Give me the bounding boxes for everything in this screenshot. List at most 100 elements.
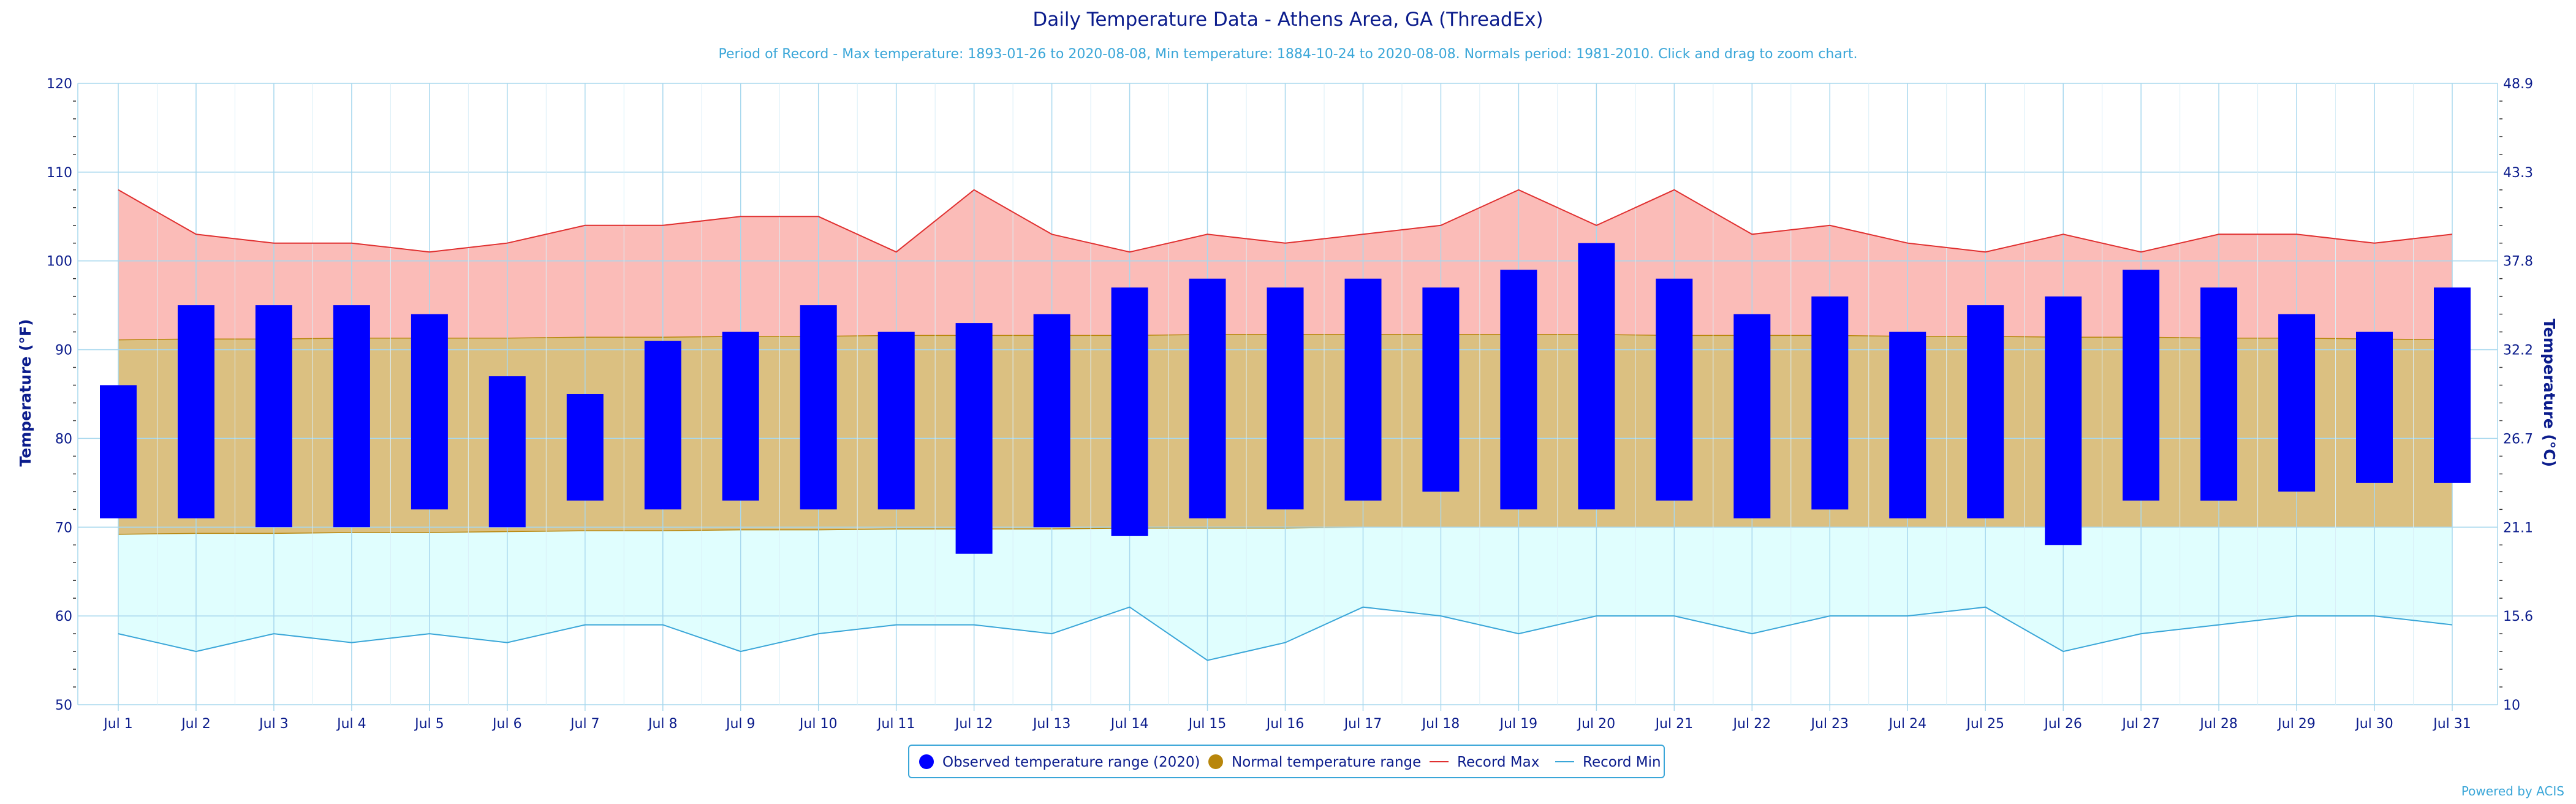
x-tick-label: Jul 1 <box>102 716 133 732</box>
legend-item-record-max[interactable]: Record Max <box>1430 754 1539 770</box>
observed-bar <box>1344 278 1382 501</box>
observed-bars <box>100 243 2471 554</box>
observed-bar <box>800 305 837 510</box>
x-axis-ticks: Jul 1 Jul 2 Jul 3 Jul 4 Jul 5 Jul 6 Jul 7 Jul 8… <box>102 705 2471 732</box>
observed-bar <box>2123 270 2160 501</box>
record-lines <box>118 189 2453 661</box>
legend-label-observed: Observed temperature range (2020) <box>942 754 1200 770</box>
legend[interactable]: Observed temperature range (2020) Normal… <box>908 745 1665 778</box>
legend-item-record-min[interactable]: Record Min <box>1555 754 1661 770</box>
x-tick-label: Jul 5 <box>414 716 444 732</box>
record-min-line <box>118 606 2453 661</box>
observed-bar <box>1733 314 1771 518</box>
x-tick-label: Jul 24 <box>1887 716 1926 732</box>
legend-marker-normal <box>1208 754 1223 769</box>
observed-bar <box>1811 296 1849 510</box>
observed-bar <box>2356 332 2393 483</box>
observed-bar <box>2045 296 2082 545</box>
x-tick-label: Jul 17 <box>1343 716 1382 732</box>
legend-label-normal: Normal temperature range <box>1232 754 1421 770</box>
y-tick-label-left: 60 <box>55 609 72 624</box>
observed-bar <box>1889 332 1926 518</box>
observed-bar <box>1189 278 1226 518</box>
x-tick-label: Jul 26 <box>2043 716 2082 732</box>
observed-bar <box>178 305 214 518</box>
observed-bar <box>1267 287 1304 510</box>
x-tick-label: Jul 28 <box>2199 716 2238 732</box>
x-tick-label: Jul 15 <box>1188 716 1227 732</box>
y-axis-right-ticks: 10 15.6 21.1 26.7 32.2 37.8 43.3 48.9 <box>2503 77 2533 713</box>
credit-text[interactable]: Powered by ACIS <box>2461 784 2564 798</box>
observed-bar <box>1500 270 1537 510</box>
observed-bar <box>1422 287 1460 492</box>
y-axis-left-ticks: 50 60 70 80 90 100 110 120 <box>47 77 72 713</box>
observed-bar <box>333 305 370 528</box>
observed-bar <box>255 305 292 528</box>
y-tick-label-left: 50 <box>55 698 72 713</box>
x-tick-label: Jul 2 <box>180 716 211 732</box>
y-tick-label-right: 10 <box>2503 698 2520 713</box>
observed-bar <box>722 332 759 501</box>
y-tick-label-right: 37.8 <box>2503 254 2533 270</box>
x-tick-label: Jul 8 <box>647 716 678 732</box>
x-tick-label: Jul 6 <box>491 716 522 732</box>
observed-bar <box>644 341 681 510</box>
observed-bar <box>2434 287 2471 483</box>
y-tick-label-left: 70 <box>55 520 72 536</box>
observed-bar <box>1578 243 1615 510</box>
observed-bar <box>566 394 604 501</box>
x-tick-label: Jul 21 <box>1654 716 1694 732</box>
observed-bar <box>411 314 448 510</box>
chart-subtitle: Period of Record - Max temperature: 1893… <box>719 47 1858 62</box>
x-tick-label: Jul 19 <box>1499 716 1538 732</box>
legend-label-record-max: Record Max <box>1457 754 1539 770</box>
x-tick-label: Jul 23 <box>1810 716 1849 732</box>
x-tick-label: Jul 7 <box>569 716 600 732</box>
x-tick-label: Jul 31 <box>2432 716 2471 732</box>
x-tick-label: Jul 20 <box>1577 716 1616 732</box>
observed-bar <box>955 323 993 554</box>
observed-bar <box>877 332 915 510</box>
y-tick-label-right: 43.3 <box>2503 165 2533 181</box>
x-tick-label: Jul 4 <box>336 716 366 732</box>
x-tick-label: Jul 12 <box>954 716 993 732</box>
y-axis-left-title: Temperature (°F) <box>17 319 34 467</box>
y-axis-right-title: Temperature (°C) <box>2540 319 2558 467</box>
x-tick-label: Jul 9 <box>725 716 756 732</box>
y-tick-label-right: 32.2 <box>2503 343 2533 358</box>
x-tick-label: Jul 29 <box>2276 716 2316 732</box>
x-tick-label: Jul 27 <box>2121 716 2160 732</box>
x-tick-label: Jul 14 <box>1110 716 1149 732</box>
chart-title: Daily Temperature Data - Athens Area, GA… <box>1032 9 1543 31</box>
legend-marker-observed <box>919 754 934 769</box>
x-tick-label: Jul 25 <box>1965 716 2004 732</box>
y-tick-label-right: 21.1 <box>2503 520 2533 536</box>
y-tick-label-left: 110 <box>47 165 72 181</box>
x-tick-label: Jul 22 <box>1732 716 1771 732</box>
legend-item-normal[interactable]: Normal temperature range <box>1208 754 1421 770</box>
x-tick-label: Jul 18 <box>1421 716 1460 732</box>
legend-box <box>908 745 1665 778</box>
y-tick-label-left: 120 <box>47 77 72 92</box>
x-tick-label: Jul 11 <box>876 716 915 732</box>
legend-label-record-min: Record Min <box>1583 754 1661 770</box>
observed-bar <box>1967 305 2004 518</box>
x-tick-label: Jul 3 <box>258 716 289 732</box>
y-tick-label-left: 90 <box>55 343 72 358</box>
x-tick-label: Jul 10 <box>798 716 838 732</box>
observed-bar <box>488 376 526 528</box>
y-tick-label-left: 100 <box>47 254 72 270</box>
y-tick-label-right: 26.7 <box>2503 431 2533 447</box>
observed-bar <box>100 385 137 518</box>
observed-bar <box>2200 287 2238 501</box>
legend-item-observed[interactable]: Observed temperature range (2020) <box>919 754 1200 770</box>
observed-bar <box>1111 287 1148 536</box>
y-tick-label-right: 48.9 <box>2503 77 2533 92</box>
record-max-line <box>118 189 2453 253</box>
observed-bar <box>1656 278 1693 501</box>
x-tick-label: Jul 30 <box>2354 716 2393 732</box>
x-tick-label: Jul 16 <box>1265 716 1305 732</box>
y-tick-label-right: 15.6 <box>2503 609 2533 624</box>
observed-bar <box>1033 314 1070 528</box>
